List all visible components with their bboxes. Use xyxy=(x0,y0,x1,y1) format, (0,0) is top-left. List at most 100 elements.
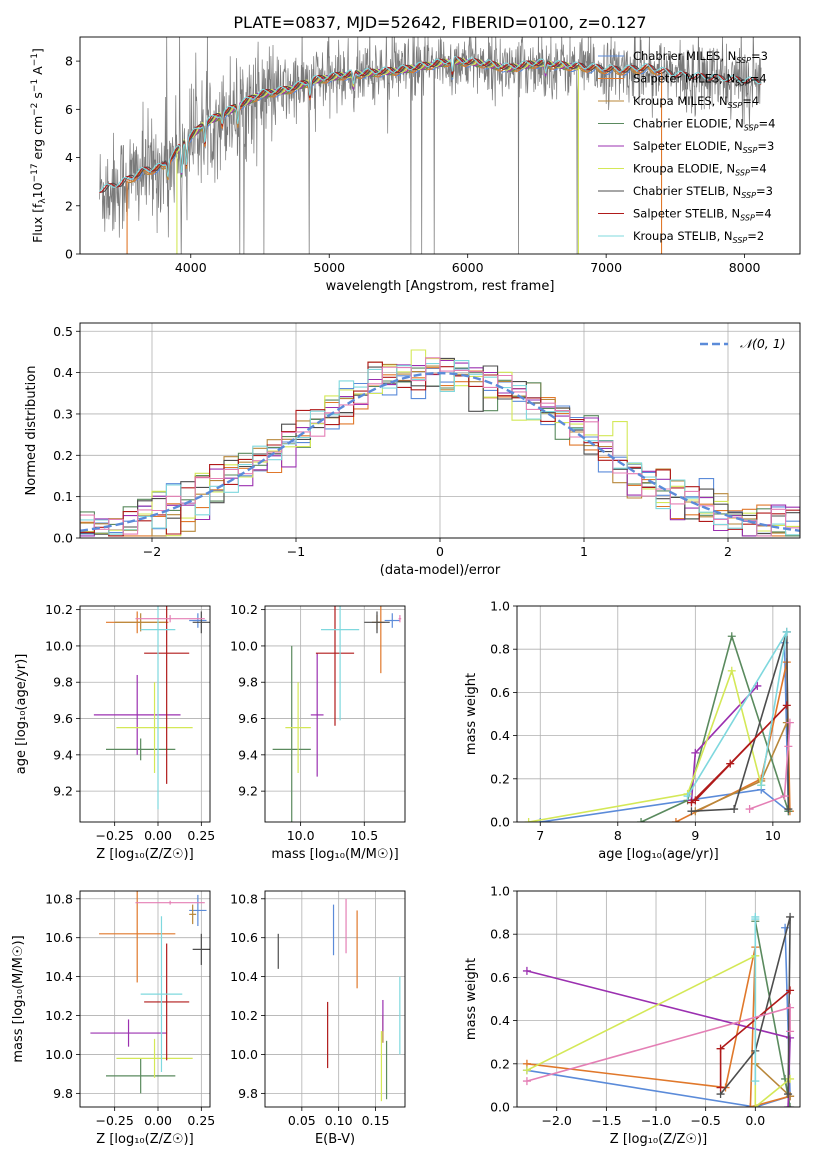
weight-line xyxy=(691,631,790,812)
x-tick-label: 0 xyxy=(436,544,444,559)
weight-marker xyxy=(786,1003,795,1012)
x-tick-label: 4000 xyxy=(175,260,207,275)
y-axis-label-part: 10 xyxy=(30,182,45,198)
weight-marker xyxy=(751,1077,760,1086)
y-tick-label: 9.2 xyxy=(238,784,258,799)
weight-marker xyxy=(522,1077,531,1086)
y-axis-label-part: erg cm xyxy=(30,116,45,164)
y-tick-label: 10.8 xyxy=(230,891,258,906)
panel-mass_vs_Z: −0.25 0.00 0.25 9.8 10.0 10.2 10.4 10.6 10.8 Z [l… xyxy=(11,890,215,1147)
x-tick-label: 7 xyxy=(536,828,544,843)
weight-line xyxy=(754,1063,791,1097)
x-tick-label: 7000 xyxy=(590,260,622,275)
legend-label-prefix: Salpeter ELODIE, N xyxy=(633,139,743,153)
weight-marker xyxy=(522,1066,531,1075)
x-tick-label: 10.5 xyxy=(350,828,378,843)
y-tick-label: 10.0 xyxy=(45,1047,73,1062)
y-tick-label: 9.2 xyxy=(53,784,73,799)
residual-histogram-pink xyxy=(80,357,800,537)
plot-area xyxy=(522,912,795,1107)
errorbar-point-kroupa-miles xyxy=(114,613,167,632)
legend-label-sub: SSP xyxy=(728,101,743,110)
weight-marker xyxy=(757,781,766,790)
model-spectrum-salpeter-stelib xyxy=(99,56,762,194)
y-tick-label: 0.2 xyxy=(53,448,73,463)
errorbar-point-kroupa-stelib xyxy=(321,606,360,721)
y-tick-label: 9.6 xyxy=(53,711,73,726)
weight-marker xyxy=(786,986,795,995)
x-axis-label: wavelength [Angstrom, rest frame] xyxy=(326,279,555,294)
y-tick-label: 0.4 xyxy=(490,1013,510,1028)
x-tick-label: 8000 xyxy=(729,260,761,275)
legend-label: Salpeter MILES, NSSP=4 xyxy=(633,72,767,88)
weight-marker xyxy=(782,701,791,710)
y-tick-label: 0.1 xyxy=(53,489,73,504)
y-tick-label: 10.4 xyxy=(230,969,258,984)
legend-label-prefix: Salpeter STELIB, N xyxy=(633,207,740,221)
y-tick-label: 0.3 xyxy=(53,406,73,421)
weight-marker xyxy=(782,627,791,636)
y-axis-label-part: −1 xyxy=(30,53,40,66)
legend-label: Chabrier STELIB, NSSP=3 xyxy=(633,184,773,200)
errorbar-point-chabrier-miles xyxy=(189,894,207,927)
weight-series-kroupa-stelib xyxy=(683,627,791,801)
legend-label: Salpeter ELODIE, NSSP=3 xyxy=(633,139,774,155)
weight-marker xyxy=(691,796,700,805)
legend-label-sub: SSP xyxy=(741,191,756,200)
weight-marker xyxy=(716,1044,725,1053)
errorbar-point-chabrier-stelib xyxy=(192,611,210,634)
legend-label-suffix: =2 xyxy=(747,229,764,243)
x-axis-label: age [log₁₀(age/yr)] xyxy=(598,847,719,862)
legend-label-prefix: Kroupa STELIB, N xyxy=(633,229,733,243)
x-tick-label: 9 xyxy=(691,828,699,843)
x-tick-label: −2.0 xyxy=(542,1113,572,1128)
y-tick-label: 9.8 xyxy=(53,1086,73,1101)
errorbar-point-salpeter-stelib xyxy=(144,943,190,1061)
errorbar-point-salpeter-stelib xyxy=(144,606,190,784)
figure-title: PLATE=0837, MJD=52642, FIBERID=0100, z=0… xyxy=(233,13,646,32)
panel-spectrum: 4000 5000 6000 7000 8000 0 2 4 6 8 wavelength [Ang… xyxy=(30,36,801,294)
y-tick-label: 10.6 xyxy=(45,930,73,945)
y-tick-label: 0.4 xyxy=(490,728,510,743)
axes-frame xyxy=(79,890,211,1108)
x-tick-label: 0.0 xyxy=(745,1113,765,1128)
model-spectrum-kroupa-stelib xyxy=(98,56,762,193)
y-tick-label: 9.6 xyxy=(238,711,258,726)
plot-area xyxy=(93,606,210,810)
panel-massweight_vs_age: 7 8 9 10 0.0 0.2 0.4 0.6 0.8 1.0 age [log₁₀(age/yr… xyxy=(464,599,801,862)
y-tick-label: 0.4 xyxy=(53,365,73,380)
plot-area xyxy=(277,898,401,1102)
x-tick-label: 10.0 xyxy=(287,828,315,843)
weight-series-kroupa-elodie xyxy=(524,666,766,822)
y-tick-label: 10.6 xyxy=(230,930,258,945)
errorbar-point-salpeter-miles xyxy=(99,891,176,983)
errorbar-point-salpeter-elodie xyxy=(90,1019,167,1047)
axes-frame xyxy=(79,605,211,823)
legend-label-suffix: =4 xyxy=(755,207,772,221)
weight-line xyxy=(690,704,788,804)
legend-label: Kroupa STELIB, NSSP=2 xyxy=(633,229,764,245)
legend-label: Chabrier ELODIE, NSSP=4 xyxy=(633,117,775,133)
x-tick-label: −0.5 xyxy=(690,1113,720,1128)
x-tick-label: 0.05 xyxy=(288,1113,316,1128)
y-tick-label: 0.2 xyxy=(490,1056,510,1071)
y-tick-label: 6 xyxy=(65,102,73,117)
legend-label-sub: SSP xyxy=(740,214,755,223)
y-axis-label-part: ] xyxy=(30,48,45,53)
legend-label: 𝒩(0, 1) xyxy=(740,336,786,351)
errorbar-point-chabrier-miles xyxy=(189,613,207,628)
weight-series-chabrier-stelib xyxy=(687,627,793,816)
weight-marker xyxy=(683,792,692,801)
x-axis-label: Z [log₁₀(Z/Z☉)] xyxy=(96,847,193,862)
x-tick-label: 0.25 xyxy=(187,1113,215,1128)
weight-marker xyxy=(671,818,680,822)
legend-label: Kroupa ELODIE, NSSP=4 xyxy=(633,162,767,178)
weight-marker xyxy=(716,1083,725,1092)
errorbar-point-salpeter-elodie xyxy=(310,653,324,777)
legend-label: Salpeter STELIB, NSSP=4 xyxy=(633,207,772,223)
legend-label-suffix: =4 xyxy=(759,117,776,131)
weight-line xyxy=(749,722,791,810)
y-tick-label: 1.0 xyxy=(490,599,510,614)
gaussian-reference-curve xyxy=(80,371,800,532)
weight-marker xyxy=(751,1103,760,1107)
